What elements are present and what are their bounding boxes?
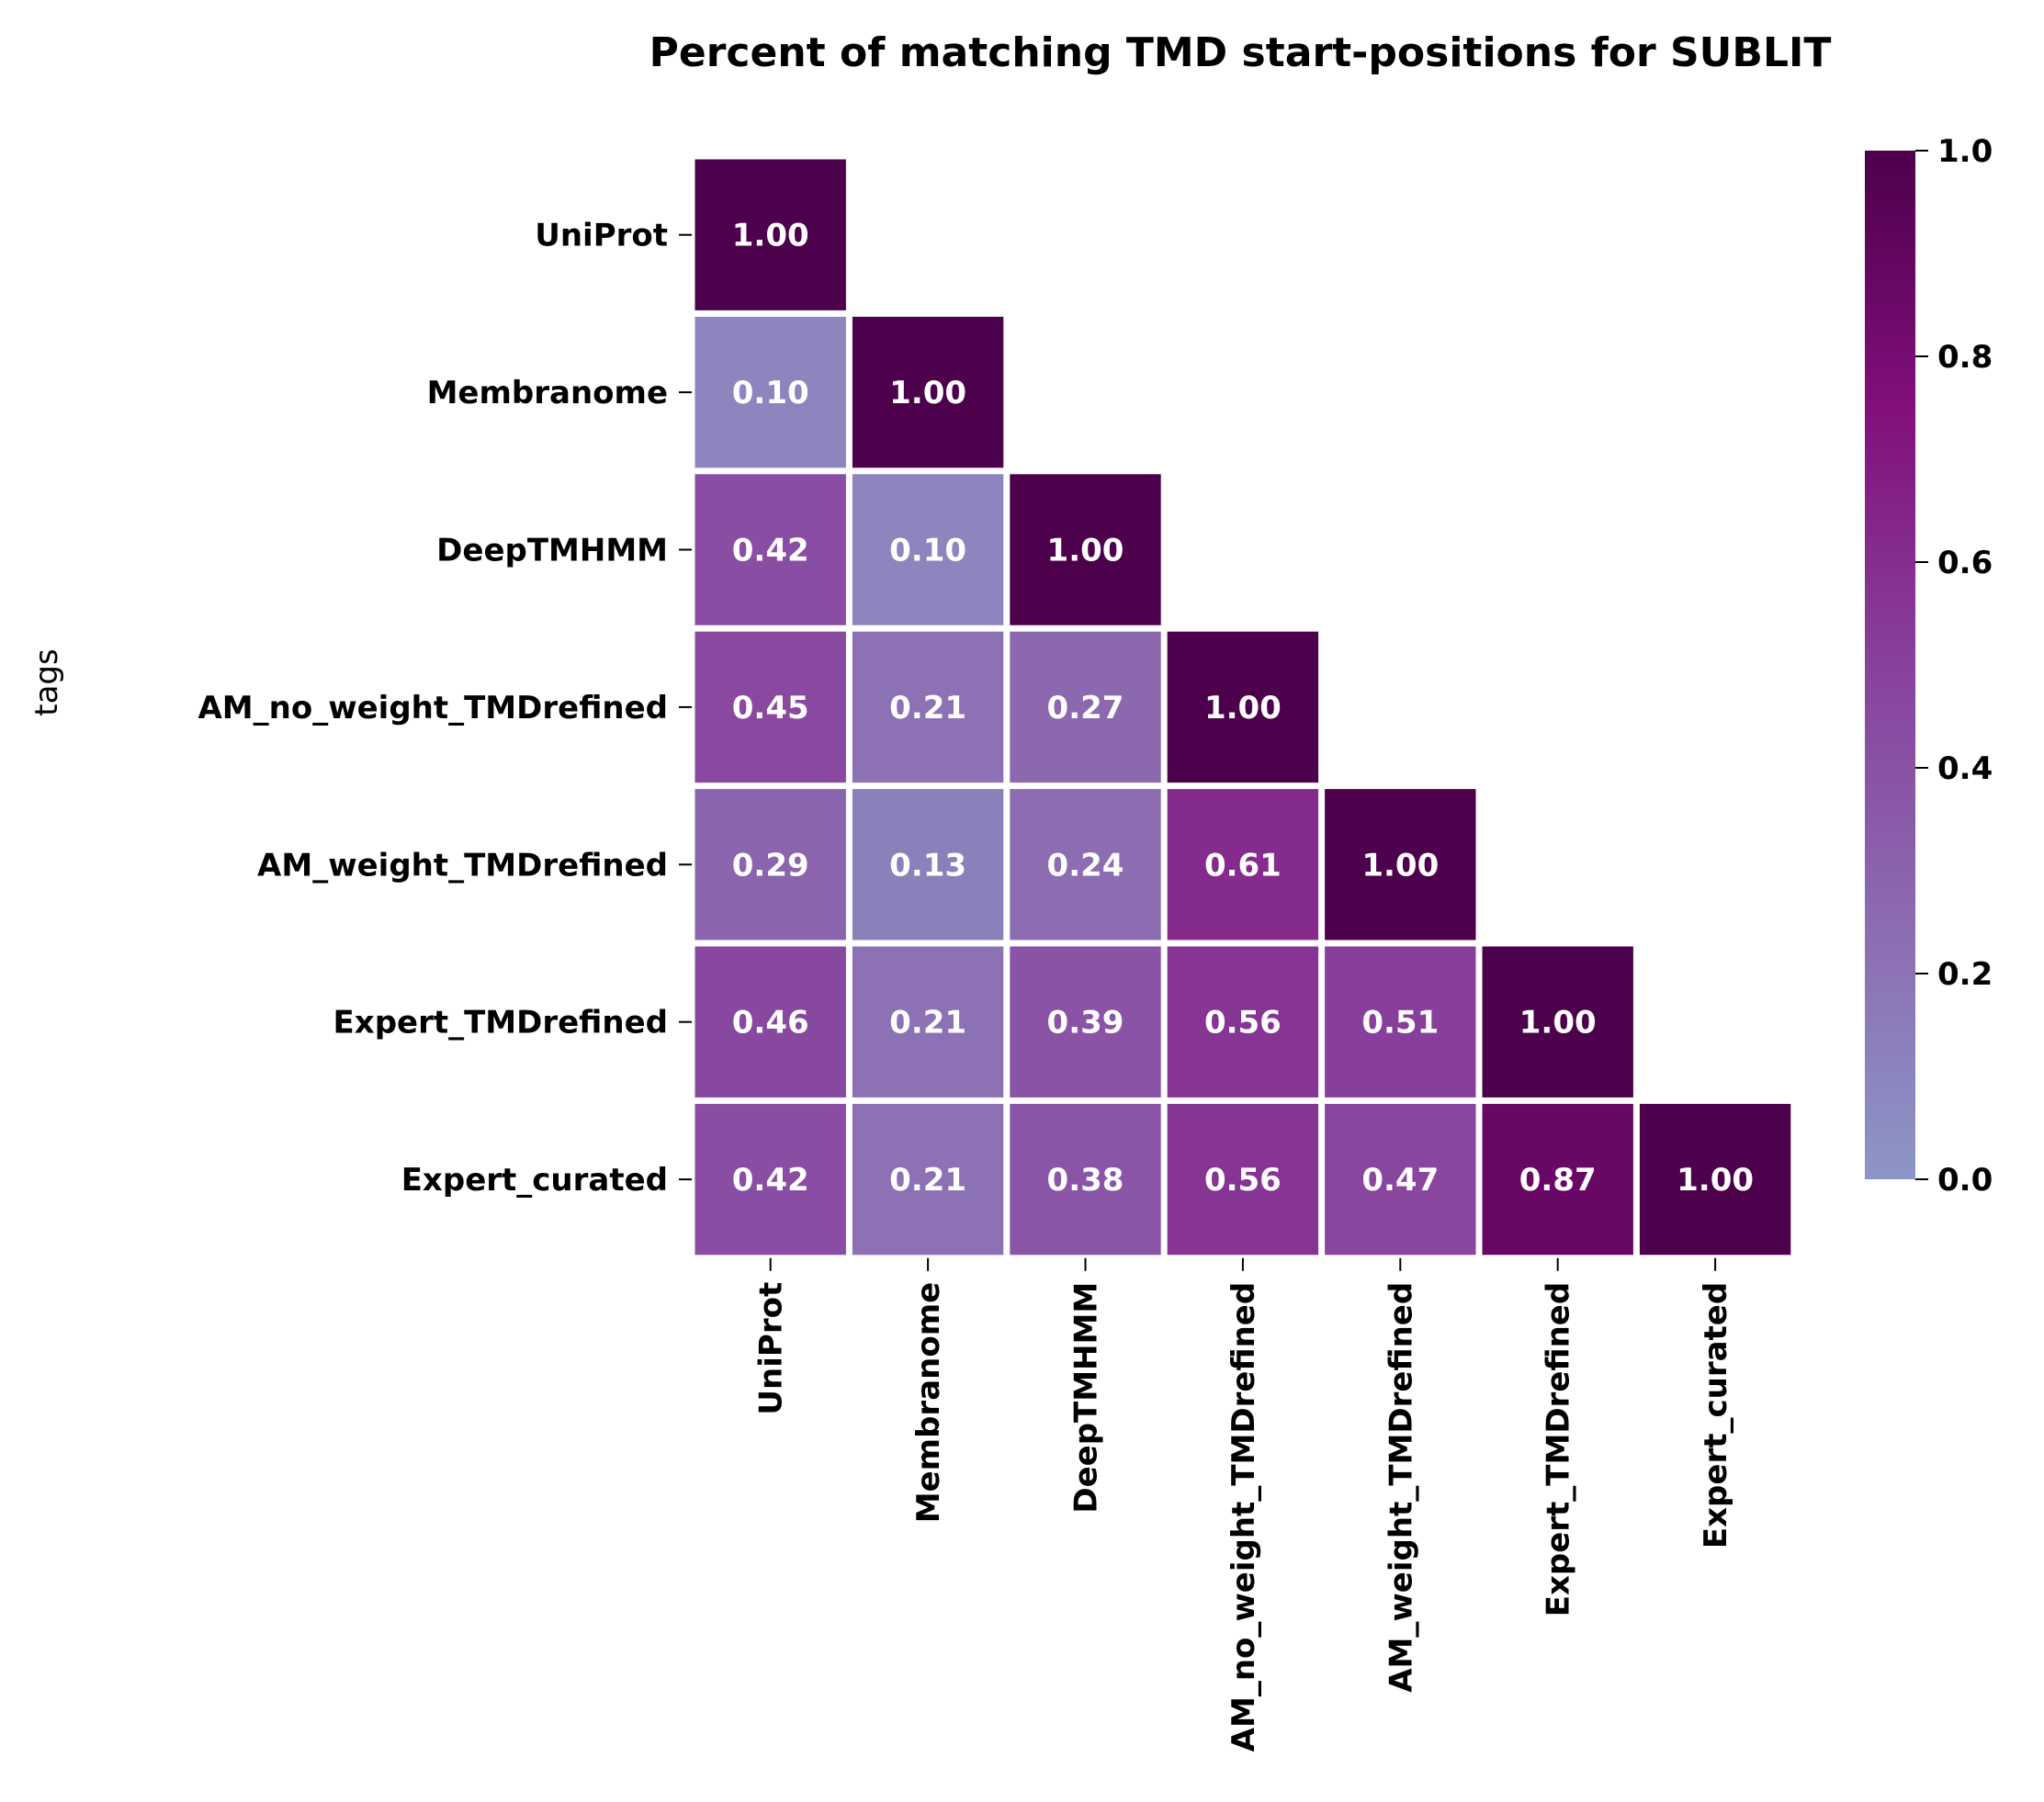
heatmap-cell-AM_weight_TMDrefined-Membranome [852,789,1004,940]
y-tick-label: AM_weight_TMDrefined [257,847,668,884]
heatmap-cell-Expert_curated-UniProt [695,1103,846,1256]
y-tick-label: Expert_curated [401,1162,668,1199]
x-tick-label: Expert_curated [1698,1282,1734,1549]
heatmap-cell-Membranome-UniProt [695,316,846,468]
heatmap-cell-AM_weight_TMDrefined-AM_no_weight_TMDrefined [1167,789,1319,940]
y-tick-label: Membranome [427,375,668,411]
cell-value-label: 0.21 [889,1005,966,1042]
cell-value-label: 1.00 [732,218,809,254]
cell-value-label: 0.13 [889,847,966,884]
colorbar-tick-label: 0.2 [1937,956,1993,993]
heatmap-cell-DeepTMHMM-DeepTMHMM [1010,474,1161,625]
heatmap-cell-AM_weight_TMDrefined-UniProt [695,789,846,940]
cell-value-label: 1.00 [1047,533,1124,569]
heatmap-cell-AM_no_weight_TMDrefined-DeepTMHMM [1010,631,1161,783]
cell-value-label: 0.10 [732,375,809,411]
cell-value-label: 0.45 [732,690,809,726]
y-tick-label: Expert_TMDrefined [333,1005,668,1042]
heatmap-cell-AM_no_weight_TMDrefined-AM_no_weight_TMDrefined [1167,631,1319,783]
heatmap-cell-Expert_TMDrefined-AM_weight_TMDrefined [1325,946,1476,1098]
y-tick-label: AM_no_weight_TMDrefined [198,690,668,726]
x-tick-label: Membranome [910,1282,947,1523]
cell-value-label: 0.61 [1204,847,1282,884]
cell-value-label: 1.00 [1204,690,1282,726]
heatmap-cell-Expert_curated-Membranome [852,1103,1004,1256]
cell-value-label: 1.00 [1519,1005,1597,1042]
colorbar-tick-label: 0.0 [1937,1162,1993,1199]
heatmap-cell-Expert_curated-Expert_curated [1639,1103,1791,1256]
heatmap-cell-AM_no_weight_TMDrefined-UniProt [695,631,846,783]
cell-value-label: 0.47 [1361,1162,1439,1199]
cell-value-label: 0.38 [1047,1162,1124,1199]
heatmap-cells: 1.00 0.10 1.00 0.42 0.10 1.00 0.45 0.21 0.27 1.00… [695,159,1791,1256]
heatmap-cell-Expert_curated-DeepTMHMM [1010,1103,1161,1256]
heatmap-cell-DeepTMHMM-UniProt [695,474,846,625]
x-tick-labels: UniProt Membranome DeepTMHMM AM_no_weight_T… [753,1257,1734,1752]
colorbar-gradient [1865,151,1915,1179]
colorbar-tick-label: 0.6 [1937,545,1993,581]
colorbar: 0.0 0.2 0.4 0.6 0.8 1.0 [1865,133,1993,1199]
colorbar-tick-label: 1.0 [1937,133,1993,170]
heatmap-cell-Expert_curated-Expert_TMDrefined [1482,1103,1633,1256]
heatmap-cell-Expert_TMDrefined-UniProt [695,946,846,1098]
heatmap-cell-Expert_curated-AM_weight_TMDrefined [1325,1103,1476,1256]
colorbar-tick-label: 0.8 [1937,339,1993,376]
heatmap-cell-UniProt-UniProt [695,159,846,310]
heatmap-cell-Expert_TMDrefined-AM_no_weight_TMDrefined [1167,946,1319,1098]
x-tick-label: UniProt [753,1282,790,1415]
cell-value-label: 1.00 [1677,1162,1754,1199]
colorbar-tick-label: 0.4 [1937,750,1993,787]
cell-value-label: 1.00 [889,375,966,411]
y-tick-label: DeepTMHMM [436,533,668,569]
cell-value-label: 0.39 [1047,1005,1124,1042]
cell-value-label: 0.24 [1047,847,1124,884]
heatmap-cell-DeepTMHMM-Membranome [852,474,1004,625]
heatmap-cell-Expert_TMDrefined-Membranome [852,946,1004,1098]
cell-value-label: 0.21 [889,690,966,726]
cell-value-label: 0.21 [889,1162,966,1199]
y-axis-label: tags [28,648,65,715]
x-tick-label: DeepTMHMM [1068,1282,1105,1514]
heatmap-cell-AM_weight_TMDrefined-DeepTMHMM [1010,789,1161,940]
heatmap-cell-AM_weight_TMDrefined-AM_weight_TMDrefined [1325,789,1476,940]
cell-value-label: 1.00 [1361,847,1439,884]
cell-value-label: 0.56 [1204,1005,1282,1042]
y-tick-labels: UniProt Membranome DeepTMHMM AM_no_weight_T… [198,218,692,1199]
cell-value-label: 0.42 [732,533,809,569]
cell-value-label: 0.27 [1047,690,1124,726]
cell-value-label: 0.51 [1361,1005,1439,1042]
x-tick-label: AM_weight_TMDrefined [1383,1282,1419,1693]
heatmap-cell-AM_no_weight_TMDrefined-Membranome [852,631,1004,783]
heatmap-cell-Expert_curated-AM_no_weight_TMDrefined [1167,1103,1319,1256]
chart-title: Percent of matching TMD start-positions … [649,29,1832,76]
cell-value-label: 0.56 [1204,1162,1282,1199]
heatmap-cell-Expert_TMDrefined-Expert_TMDrefined [1482,946,1633,1098]
x-tick-label: AM_no_weight_TMDrefined [1225,1282,1262,1752]
y-tick-label: UniProt [535,218,668,254]
cell-value-label: 0.87 [1519,1162,1597,1199]
heatmap-cell-Membranome-Membranome [852,316,1004,468]
x-tick-label: Expert_TMDrefined [1541,1282,1577,1616]
cell-value-label: 0.10 [889,533,966,569]
cell-value-label: 0.29 [732,847,809,884]
cell-value-label: 0.46 [732,1005,809,1042]
cell-value-label: 0.42 [732,1162,809,1199]
heatmap-cell-Expert_TMDrefined-DeepTMHMM [1010,946,1161,1098]
